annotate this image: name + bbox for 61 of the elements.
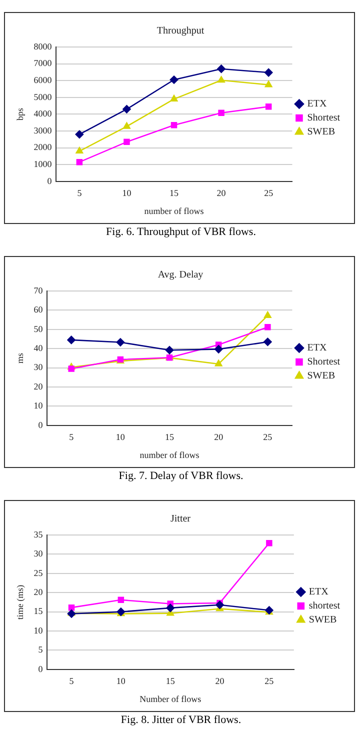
x-tick-label: 10	[122, 188, 132, 198]
legend-label: ETX	[307, 98, 328, 110]
y-tick-label: 20	[34, 381, 44, 392]
chart-title: Jitter	[170, 514, 192, 525]
x-tick-label: 20	[214, 432, 224, 442]
chart-title: Throughput	[156, 26, 204, 37]
x-tick-label: 25	[263, 432, 273, 442]
y-tick-label: 15	[34, 606, 44, 616]
y-tick-label: 2000	[34, 142, 52, 152]
x-tick-label: 20	[216, 188, 226, 198]
x-tick-label: 15	[165, 432, 175, 442]
legend-label: Shortest	[307, 112, 340, 124]
legend-label: ETX	[308, 586, 330, 598]
x-tick-label: 15	[166, 676, 176, 686]
y-axis-title: time (ms)	[14, 584, 25, 620]
legend-label: shortest	[308, 600, 340, 612]
y-tick-label: 0	[47, 176, 52, 186]
y-tick-label: 35	[34, 529, 44, 540]
caption: Fig. 6. Throughput of VBR flows.	[105, 225, 257, 240]
y-tick-label: 5000	[34, 92, 52, 102]
y-tick-label: 50	[34, 324, 44, 334]
x-tick-label: 20	[215, 676, 225, 686]
caption: Fig. 8. Jitter of VBR flows.	[120, 713, 242, 728]
x-tick-label: 25	[264, 676, 274, 686]
legend-label: Shortest	[307, 356, 340, 368]
y-tick-label: 4000	[34, 108, 52, 119]
y-tick-label: 30	[34, 548, 44, 559]
y-axis-title: bps	[14, 107, 25, 120]
x-tick-label: 5	[69, 432, 74, 442]
legend-label: SWEB	[308, 614, 337, 626]
chart-title: Avg. Delay	[158, 270, 204, 281]
y-tick-label: 3000	[34, 125, 52, 136]
y-tick-label: 10	[34, 625, 44, 636]
x-tick-label: 5	[69, 676, 74, 686]
y-tick-label: 7000	[34, 58, 52, 68]
y-tick-label: 1000	[34, 158, 52, 169]
y-tick-label: 0	[38, 664, 44, 674]
legend-label: SWEB	[307, 370, 336, 382]
caption: Fig. 7. Delay of VBR flows.	[118, 469, 244, 484]
y-tick-label: 10	[34, 400, 44, 411]
x-tick-label: 25	[264, 188, 274, 198]
x-axis-title: Number of flows	[140, 694, 202, 704]
y-tick-label: 60	[34, 304, 44, 315]
y-tick-label: 70	[34, 285, 44, 296]
legend-label: ETX	[307, 342, 328, 354]
x-tick-label: 5	[77, 188, 82, 198]
y-tick-label: 0	[38, 420, 44, 430]
y-tick-label: 30	[34, 362, 44, 372]
y-tick-label: 40	[34, 342, 44, 353]
x-tick-label: 10	[116, 432, 126, 442]
y-tick-label: 5	[38, 644, 44, 655]
y-tick-label: 20	[34, 586, 44, 597]
y-axis-title: ms	[14, 352, 25, 364]
x-tick-label: 15	[170, 188, 180, 198]
x-axis-title: number of flows	[144, 206, 204, 216]
y-tick-label: 8000	[34, 41, 52, 52]
legend-label: SWEB	[307, 126, 336, 138]
x-tick-label: 10	[116, 676, 126, 686]
y-tick-label: 6000	[34, 74, 52, 85]
y-tick-label: 25	[34, 568, 44, 578]
x-axis-title: number of flows	[140, 450, 200, 460]
